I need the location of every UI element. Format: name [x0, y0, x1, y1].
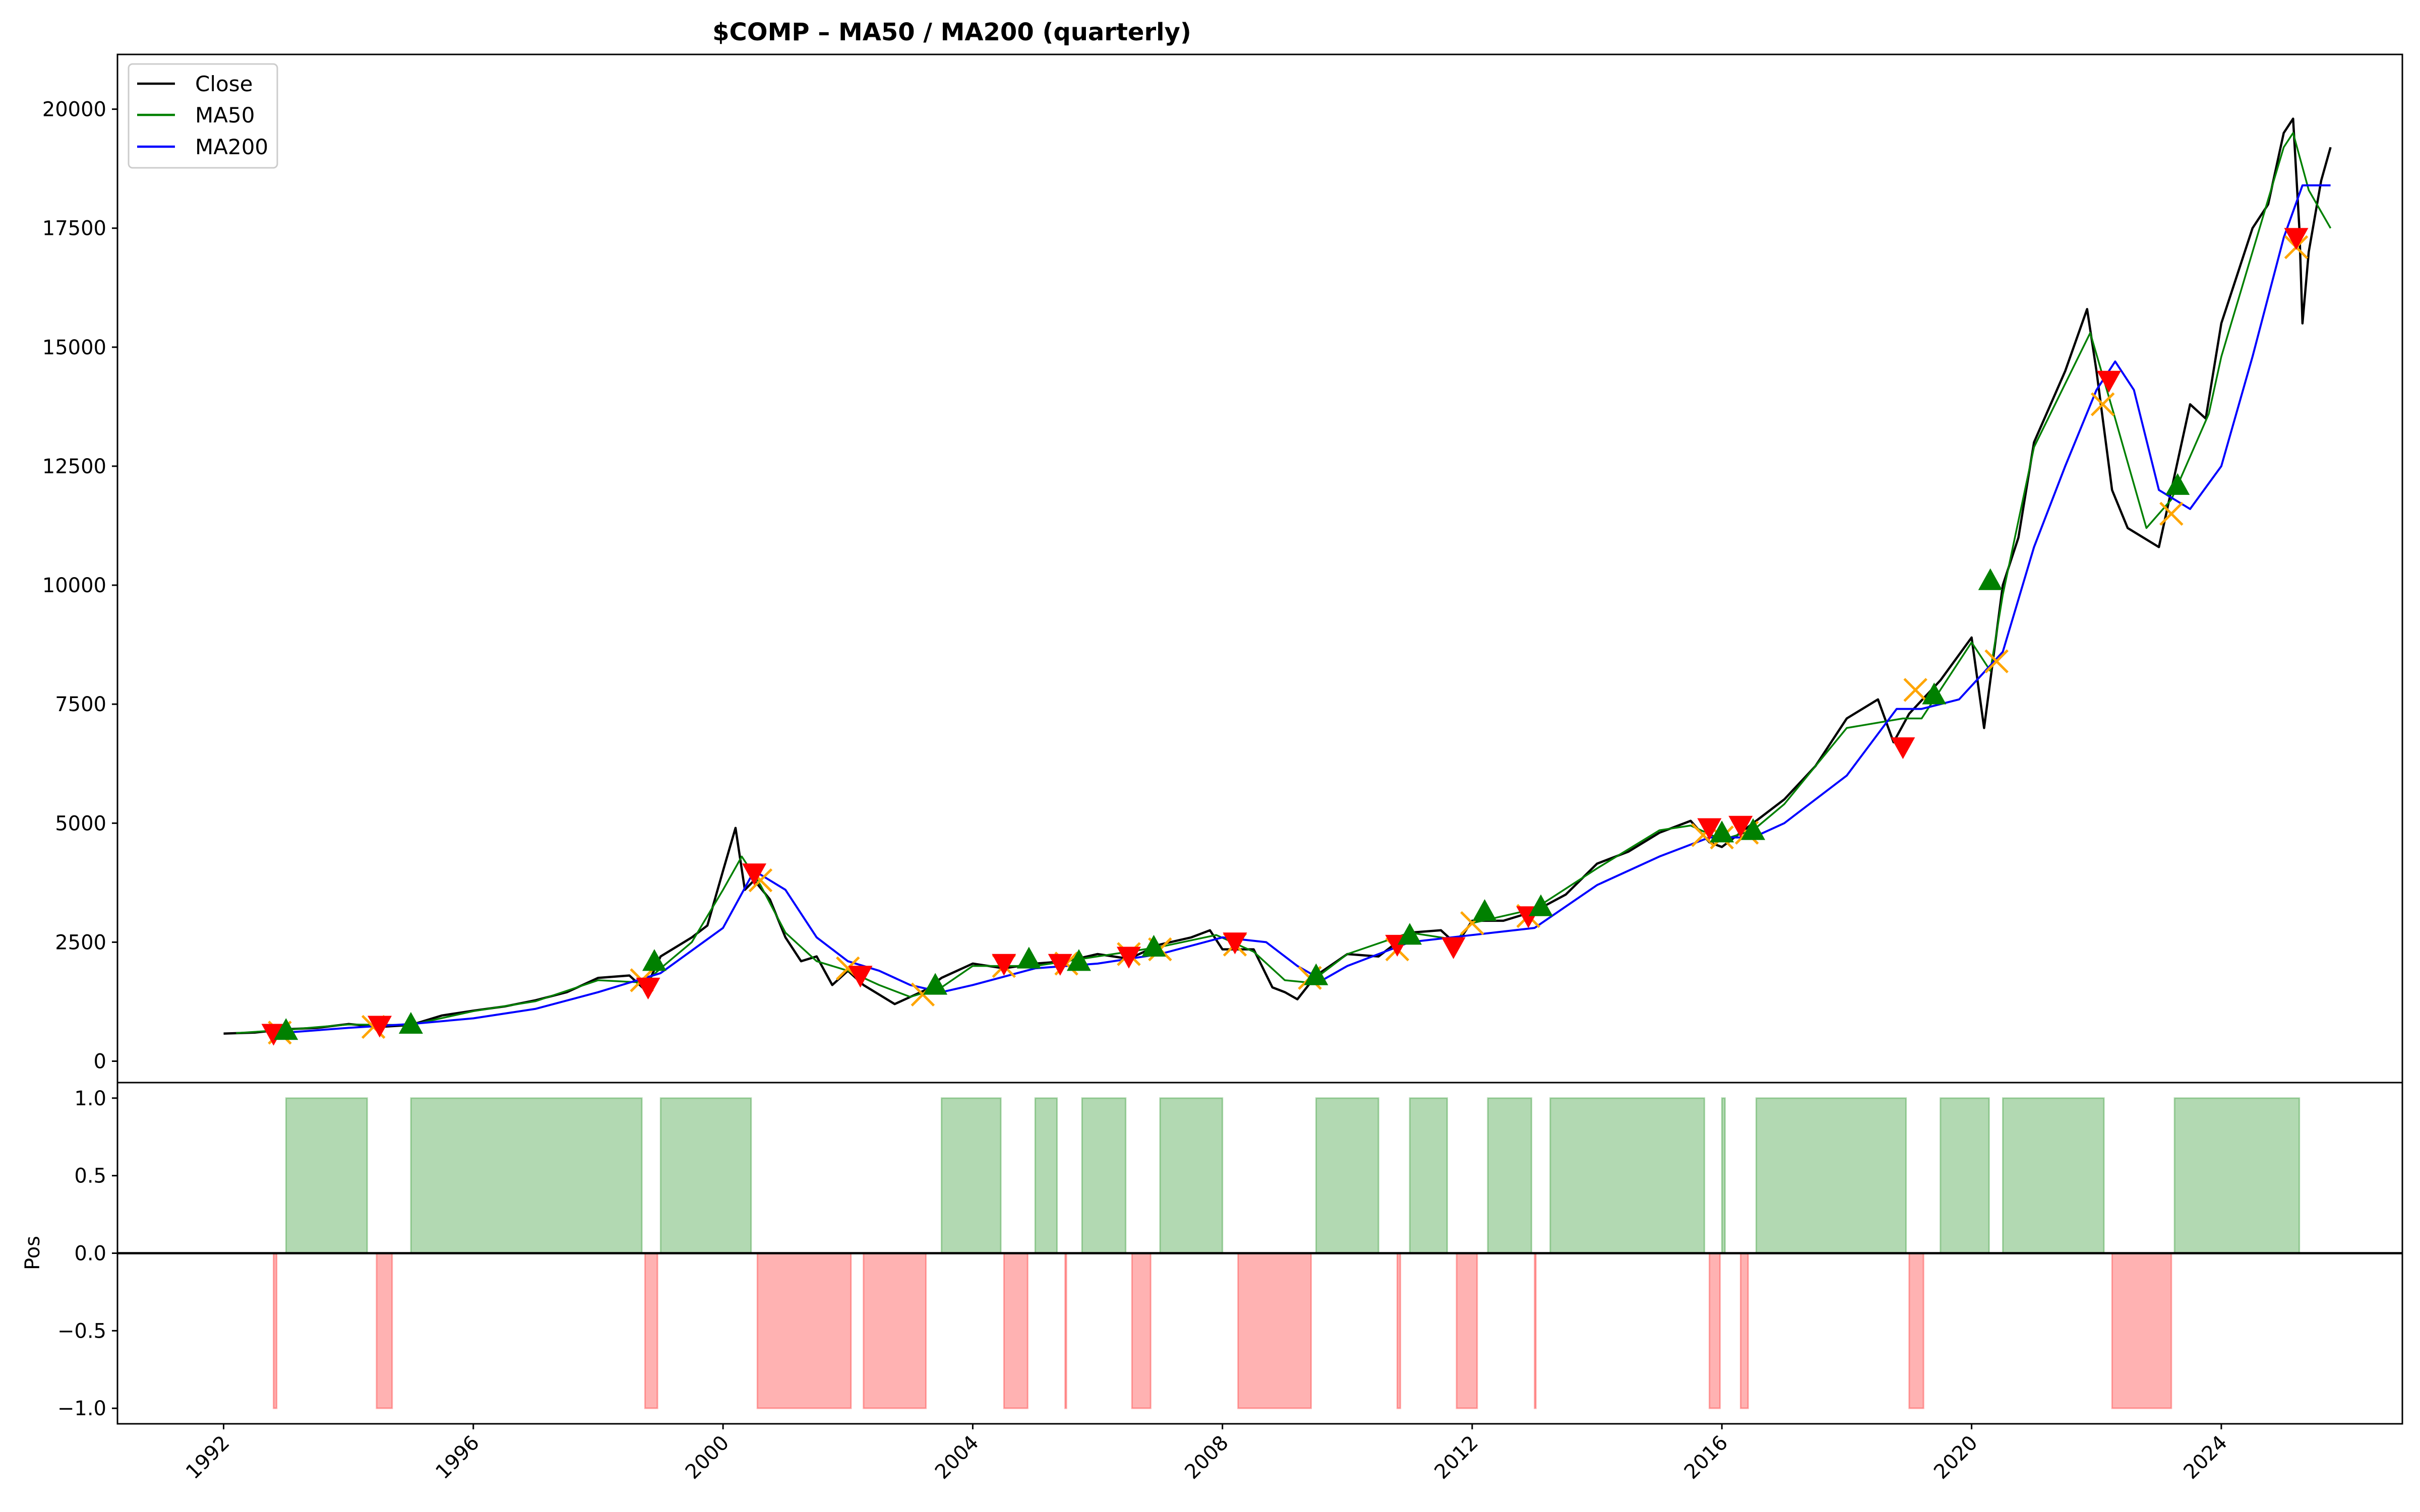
- position-y-tick-label: 0.5: [74, 1165, 106, 1188]
- short-position-band-7: [1064, 1252, 1067, 1409]
- price-y-tick-label: 10000: [42, 574, 106, 597]
- buy-signal-marker-14: [1922, 682, 1947, 705]
- legend-frame: [128, 63, 278, 169]
- long-position-band-13: [1755, 1097, 1907, 1254]
- price-y-axis: 0 2500 5000 7500 10000 12500 15000 17500 20000: [42, 98, 117, 1074]
- sell-signal-marker-13: [1697, 818, 1722, 840]
- sell-signal-marker-4: [742, 863, 767, 886]
- short-position-band-1: [273, 1252, 278, 1409]
- ma50-line: [236, 132, 2332, 1034]
- price-y-tick-label: 17500: [42, 217, 106, 240]
- long-position-band-15: [2002, 1097, 2105, 1254]
- short-position-band-5: [863, 1252, 927, 1409]
- price-y-tick-label: 5000: [55, 812, 106, 835]
- buy-signal-marker-13: [1741, 818, 1766, 840]
- long-position-band-16: [2173, 1097, 2301, 1254]
- buy-signal-marker-9: [1398, 923, 1422, 945]
- long-position-band-6: [1081, 1097, 1127, 1254]
- sell-signal-marker-16: [2097, 370, 2122, 393]
- position-y-tick-label: 0.0: [74, 1242, 106, 1266]
- sell-signal-marker-15: [1891, 737, 1915, 760]
- sell-signal-marker-2: [368, 1016, 392, 1038]
- long-position-band-4: [940, 1097, 1002, 1254]
- buy-signal-marker-6: [1066, 949, 1091, 971]
- position-y-tick-label: −1.0: [57, 1397, 106, 1420]
- position-y-label: Pos: [21, 1236, 44, 1270]
- ma-cross-marker-19: [1903, 678, 1927, 702]
- long-position-band-9: [1409, 1097, 1448, 1254]
- position-y-tick-label: −0.5: [57, 1319, 106, 1343]
- long-position-band-8: [1315, 1097, 1379, 1254]
- buy-signal-marker-11: [1529, 894, 1553, 916]
- short-position-band-13: [1709, 1252, 1721, 1409]
- sell-signal-marker-3: [636, 977, 660, 1000]
- short-position-band-15: [1908, 1252, 1924, 1409]
- sell-signal-marker-9: [1223, 932, 1247, 955]
- sell-signal-marker-8: [1116, 947, 1141, 969]
- price-plot-area: [223, 117, 2332, 1046]
- buy-signal-marker-10: [1472, 899, 1497, 921]
- short-position-band-3: [644, 1252, 658, 1409]
- short-position-band-10: [1396, 1252, 1402, 1409]
- long-position-band-11: [1549, 1097, 1706, 1254]
- short-position-band-6: [1003, 1252, 1028, 1409]
- chart-title: $COMP – MA50 / MA200 (quarterly): [712, 18, 1191, 46]
- long-position-band-5: [1034, 1097, 1058, 1254]
- buy-signal-marker-8: [1304, 963, 1328, 985]
- position-y-axis: −1.0 −0.5 0.0 0.5 1.0: [57, 1087, 117, 1420]
- buy-signal-marker-12: [1710, 821, 1734, 843]
- legend: Close MA50 MA200: [128, 63, 278, 169]
- ma-cross-marker-21: [2090, 392, 2115, 416]
- close-line: [223, 117, 2332, 1035]
- sell-signal-marker-1: [261, 1024, 286, 1046]
- sell-signal-marker-5: [848, 966, 873, 988]
- buy-signal-marker-4: [923, 973, 948, 995]
- position-plot-area: [117, 1097, 2402, 1409]
- long-position-band-10: [1487, 1097, 1533, 1254]
- position-panel: −1.0−0.50.00.51.0 1992 1996 2000 2004 2008 20…: [21, 1082, 2403, 1484]
- long-position-band-14: [1940, 1097, 1990, 1254]
- short-position-band-8: [1131, 1252, 1152, 1409]
- buy-signal-marker-2: [398, 1012, 423, 1034]
- buy-signal-marker-15: [1978, 568, 2003, 590]
- sell-signal-marker-14: [1728, 815, 1753, 838]
- sell-signal-marker-11: [1441, 937, 1466, 959]
- price-y-tick-label: 15000: [42, 336, 106, 359]
- sell-signal-marker-17: [2284, 228, 2309, 250]
- sell-signal-marker-7: [1048, 954, 1072, 976]
- legend-ma200-label: MA200: [195, 135, 268, 159]
- legend-close-label: Close: [195, 72, 253, 96]
- long-position-band-12: [1721, 1097, 1726, 1254]
- price-y-tick-label: 20000: [42, 98, 106, 121]
- buy-signal-marker-7: [1141, 934, 1166, 957]
- price-y-tick-label: 7500: [55, 693, 106, 716]
- long-position-band-1: [285, 1097, 368, 1254]
- long-position-band-3: [659, 1097, 752, 1254]
- ma-cross-marker-20: [1984, 649, 2009, 673]
- short-position-band-14: [1739, 1252, 1749, 1409]
- short-position-band-12: [1534, 1252, 1537, 1409]
- legend-ma50-label: MA50: [195, 103, 255, 128]
- short-position-band-9: [1237, 1252, 1312, 1409]
- buy-signal-marker-5: [1016, 947, 1041, 969]
- price-y-tick-label: 12500: [42, 455, 106, 478]
- sell-signal-marker-6: [992, 954, 1016, 976]
- short-position-band-11: [1456, 1252, 1478, 1409]
- short-position-band-4: [756, 1252, 852, 1409]
- price-panel: 0 2500 5000 7500 10000 12500 15000 17500 20000 C…: [42, 53, 2403, 1084]
- short-position-band-2: [376, 1252, 393, 1409]
- buy-signal-marker-3: [642, 949, 667, 971]
- short-position-band-16: [2111, 1252, 2172, 1409]
- ma-cross-marker-22: [2159, 501, 2184, 526]
- long-position-band-2: [410, 1097, 643, 1254]
- price-y-tick-label: 2500: [55, 931, 106, 954]
- buy-signal-marker-16: [2165, 473, 2190, 495]
- price-y-tick-label: 0: [94, 1050, 106, 1074]
- position-y-tick-label: 1.0: [74, 1087, 106, 1110]
- long-position-band-7: [1159, 1097, 1224, 1254]
- buy-signal-marker-1: [274, 1018, 298, 1040]
